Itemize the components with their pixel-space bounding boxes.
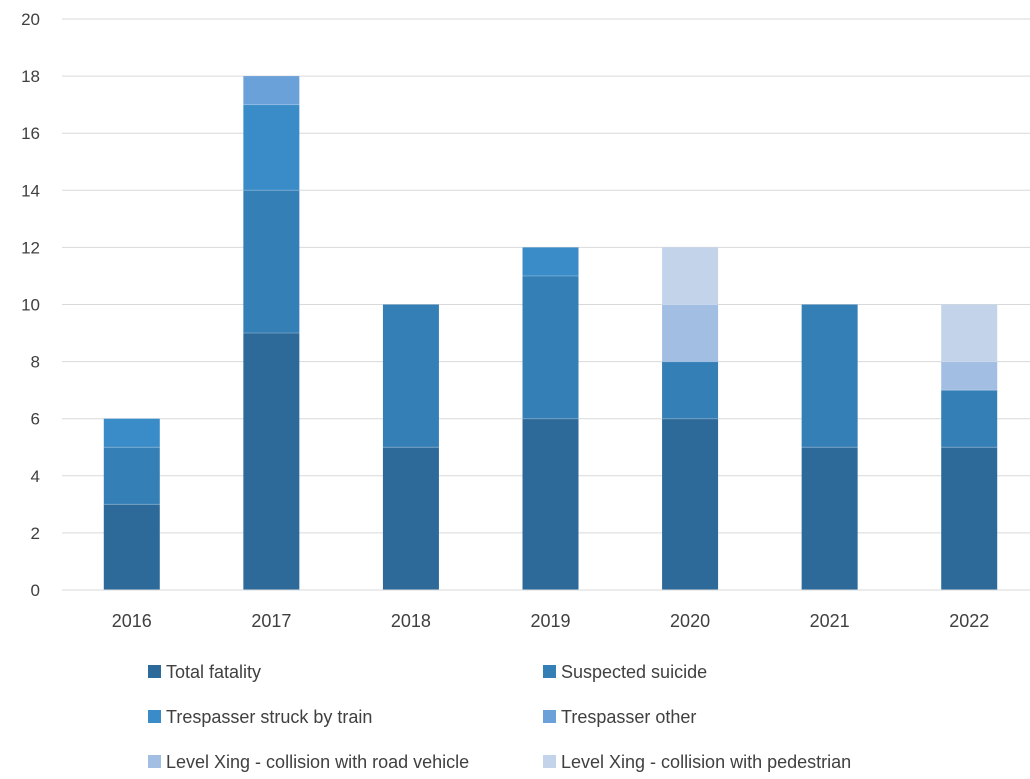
legend-swatch xyxy=(543,665,556,678)
bar-segment xyxy=(801,304,858,448)
y-tick-label: 0 xyxy=(31,581,40,600)
legend-item: Trespasser struck by train xyxy=(148,707,372,727)
bar-segment xyxy=(941,361,998,391)
y-tick-label: 2 xyxy=(31,524,40,543)
bar-segment xyxy=(103,418,160,448)
bar-segment xyxy=(662,361,719,419)
y-tick-label: 20 xyxy=(21,10,40,29)
bar-segment xyxy=(801,447,858,590)
bar-segment xyxy=(103,447,160,505)
legend: Total fatality Suspected suicide Trespasse… xyxy=(148,662,851,772)
y-tick-label: 10 xyxy=(21,296,40,315)
bar-segment xyxy=(941,390,998,448)
legend-label: Trespasser other xyxy=(561,707,696,727)
legend-label: Level Xing - collision with pedestrian xyxy=(561,752,851,772)
legend-swatch xyxy=(543,755,556,768)
bar-segment xyxy=(941,447,998,590)
bar-segment xyxy=(522,418,579,590)
bar-segment xyxy=(243,333,300,590)
legend-swatch xyxy=(148,710,161,723)
x-tick-label: 2021 xyxy=(810,611,850,631)
bar-segment xyxy=(382,304,439,448)
legend-item: Suspected suicide xyxy=(543,662,707,682)
legend-label: Trespasser struck by train xyxy=(166,707,372,727)
y-tick-label: 12 xyxy=(21,238,40,257)
legend-label: Suspected suicide xyxy=(561,662,707,682)
legend-label: Level Xing - collision with road vehicle xyxy=(166,752,469,772)
y-tick-label: 6 xyxy=(31,410,40,429)
bar-segment xyxy=(941,304,998,362)
x-axis-ticks: 2016 2017 2018 2019 2020 2021 2022 xyxy=(112,611,989,631)
bar-segment xyxy=(243,104,300,191)
bars xyxy=(103,76,998,590)
legend-item: Total fatality xyxy=(148,662,261,682)
x-tick-label: 2020 xyxy=(670,611,710,631)
bar-segment xyxy=(382,447,439,590)
legend-swatch xyxy=(543,710,556,723)
legend-label: Total fatality xyxy=(166,662,261,682)
bar-segment xyxy=(662,247,719,305)
x-tick-label: 2018 xyxy=(391,611,431,631)
x-tick-label: 2019 xyxy=(530,611,570,631)
x-tick-label: 2016 xyxy=(112,611,152,631)
y-tick-label: 14 xyxy=(21,181,40,200)
x-tick-label: 2017 xyxy=(251,611,291,631)
y-tick-label: 18 xyxy=(21,67,40,86)
y-tick-label: 16 xyxy=(21,124,40,143)
legend-item: Level Xing - collision with road vehicle xyxy=(148,752,469,772)
y-tick-label: 8 xyxy=(31,353,40,372)
x-tick-label: 2022 xyxy=(949,611,989,631)
legend-item: Trespasser other xyxy=(543,707,696,727)
legend-swatch xyxy=(148,665,161,678)
y-tick-label: 4 xyxy=(31,467,40,486)
bar-segment xyxy=(662,418,719,590)
y-axis-ticks: 0 2 4 6 8 10 12 14 16 18 20 xyxy=(21,10,40,600)
bar-segment xyxy=(522,275,579,419)
bar-segment xyxy=(662,304,719,362)
legend-item: Level Xing - collision with pedestrian xyxy=(543,752,851,772)
bar-segment xyxy=(243,76,300,105)
bar-segment xyxy=(522,247,579,276)
legend-swatch xyxy=(148,755,161,768)
bar-segment xyxy=(243,190,300,334)
bar-segment xyxy=(103,504,160,590)
